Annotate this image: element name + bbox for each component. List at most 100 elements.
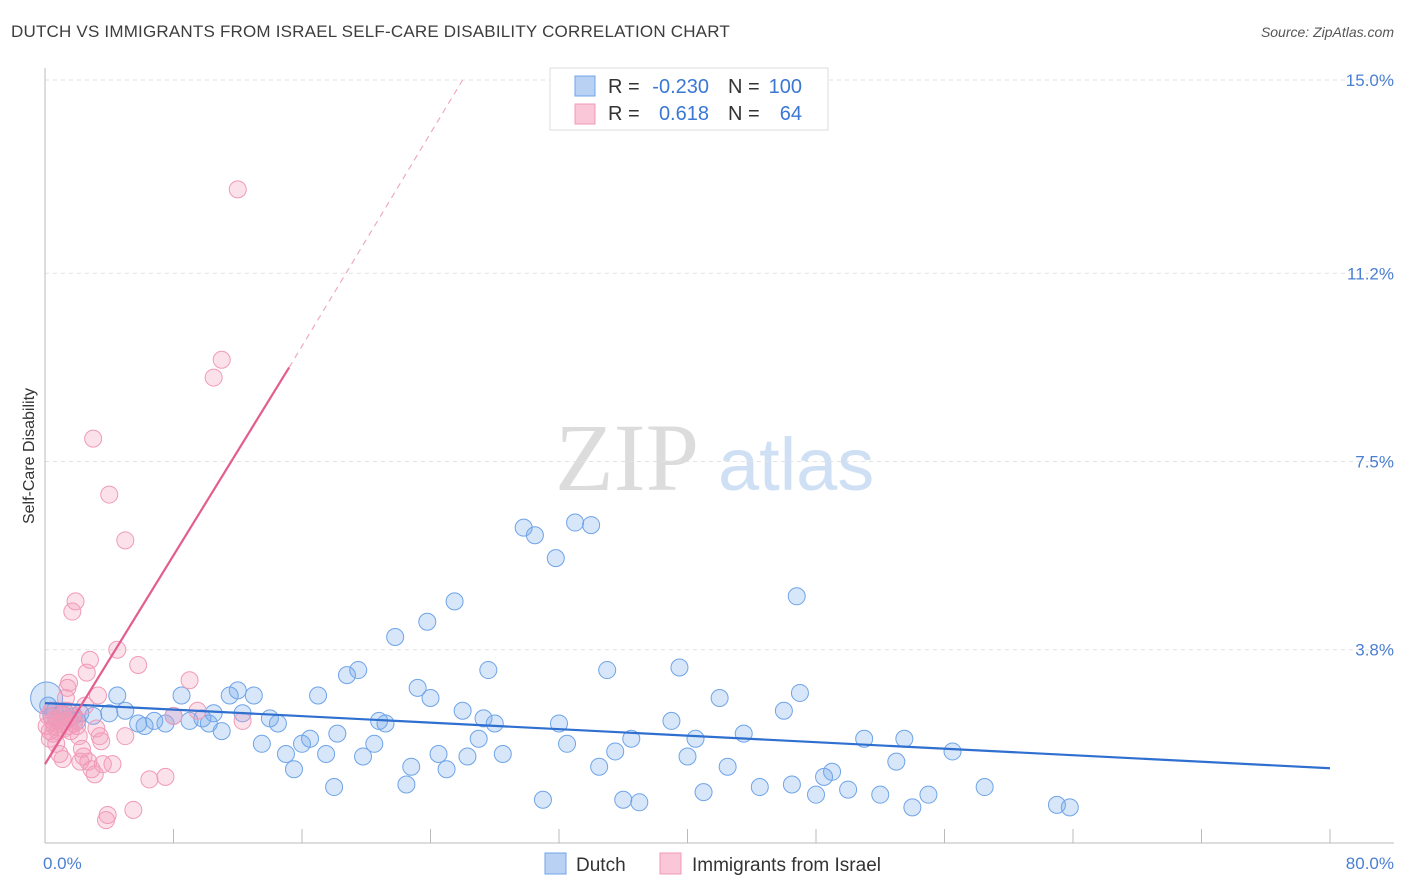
israel-point xyxy=(82,760,101,779)
israel-point xyxy=(63,602,82,621)
source-label: Source: ZipAtlas.com xyxy=(1260,24,1394,40)
dutch-point xyxy=(301,729,320,748)
dutch-point xyxy=(284,760,303,779)
dutch-point xyxy=(337,666,356,685)
dutch-point xyxy=(558,734,577,753)
dutch-point xyxy=(566,513,585,532)
dutch-point xyxy=(429,744,448,763)
israel-point xyxy=(124,800,143,819)
bottom-legend-label-israel: Immigrants from Israel xyxy=(692,855,881,876)
dutch-point xyxy=(1060,798,1079,817)
israel-point xyxy=(103,755,122,774)
israel-point xyxy=(66,592,85,611)
israel-point xyxy=(116,727,135,746)
dutch-point xyxy=(678,747,697,766)
dutch-point xyxy=(485,714,504,733)
dutch-point xyxy=(975,778,994,797)
dutch-point xyxy=(590,757,609,776)
legend-r-value-dutch: -0.230 xyxy=(652,76,709,98)
dutch-point xyxy=(268,714,287,733)
dutch-point xyxy=(774,701,793,720)
dutch-point xyxy=(469,729,488,748)
dutch-point xyxy=(887,752,906,771)
israel-point xyxy=(98,806,117,825)
israel-point xyxy=(129,655,148,674)
x-tick-label-min: 0.0% xyxy=(43,854,82,873)
watermark-zip: ZIP xyxy=(555,404,699,511)
dutch-point xyxy=(386,627,405,646)
dutch-point xyxy=(686,729,705,748)
dutch-point xyxy=(622,729,641,748)
legend-r-label-israel: R = xyxy=(608,103,640,125)
israel-point xyxy=(100,485,119,504)
bottom-legend-swatch-dutch xyxy=(544,852,567,875)
legend-swatch-israel xyxy=(574,103,596,125)
israel-point xyxy=(116,531,135,550)
dutch-point xyxy=(458,747,477,766)
dutch-point xyxy=(782,775,801,794)
israel-point xyxy=(156,767,175,786)
dutch-point xyxy=(328,724,347,743)
dutch-point xyxy=(437,760,456,779)
dutch-point xyxy=(212,722,231,741)
bottom-legend-swatch-israel xyxy=(659,852,682,875)
dutch-point xyxy=(108,686,127,705)
legend-r-value-israel: 0.618 xyxy=(659,103,709,125)
dutch-point xyxy=(903,798,922,817)
dutch-point xyxy=(790,683,809,702)
israel-point xyxy=(89,686,108,705)
dutch-point xyxy=(582,516,601,535)
x-tick-label-max: 80.0% xyxy=(1346,854,1394,873)
dutch-point xyxy=(807,785,825,804)
legend-box xyxy=(549,67,829,131)
bottom-legend-label-dutch: Dutch xyxy=(576,855,626,876)
dutch-point xyxy=(244,686,263,705)
dutch-point xyxy=(276,744,295,763)
dutch-point xyxy=(710,689,729,708)
israel-point xyxy=(204,368,223,387)
dutch-point xyxy=(116,701,135,720)
watermark-atlas: atlas xyxy=(718,423,874,506)
dutch-point xyxy=(546,549,565,568)
dutch-point xyxy=(598,661,617,680)
dutch-point xyxy=(606,742,625,761)
israel-point xyxy=(140,770,159,789)
dutch-point xyxy=(943,742,962,761)
dutch-point xyxy=(421,689,440,708)
dutch-point xyxy=(135,717,154,736)
y-axis-label: Self-Care Disability xyxy=(21,388,38,524)
bottom-legend: Dutch Immigrants from Israel xyxy=(544,852,881,876)
y-tick-label: 3.8% xyxy=(1355,641,1394,660)
israel-point xyxy=(60,673,79,692)
legend-r-label-dutch: R = xyxy=(608,76,640,98)
dutch-point xyxy=(402,757,421,776)
y-tick-label: 15.0% xyxy=(1346,71,1394,90)
dutch-point xyxy=(855,729,874,748)
dutch-points xyxy=(30,513,1079,817)
dutch-point xyxy=(670,658,689,677)
dutch-point xyxy=(662,711,681,730)
dutch-trend-line xyxy=(44,702,1331,770)
dutch-point xyxy=(172,686,191,705)
legend: R = -0.230 N = 100 R = 0.618 N = 64 xyxy=(549,67,829,131)
legend-n-label-dutch: N = xyxy=(728,76,760,98)
dutch-point xyxy=(453,701,472,720)
dutch-point xyxy=(204,704,223,723)
dutch-point xyxy=(408,678,427,697)
israel-trend-line xyxy=(44,366,291,765)
y-tick-label: 11.2% xyxy=(1347,264,1394,283)
israel-point xyxy=(84,429,103,448)
israel-point xyxy=(233,711,252,730)
legend-swatch-dutch xyxy=(574,75,596,97)
israel-point xyxy=(228,180,247,199)
trend-lines xyxy=(44,79,1331,770)
x-tick-marks xyxy=(173,829,1331,843)
legend-n-value-dutch: 100 xyxy=(769,76,802,98)
dutch-point xyxy=(228,681,247,700)
dutch-point xyxy=(630,793,649,812)
dutch-point xyxy=(100,704,119,723)
dutch-point xyxy=(871,785,890,804)
israel-point xyxy=(80,650,99,669)
dutch-point xyxy=(493,744,512,763)
